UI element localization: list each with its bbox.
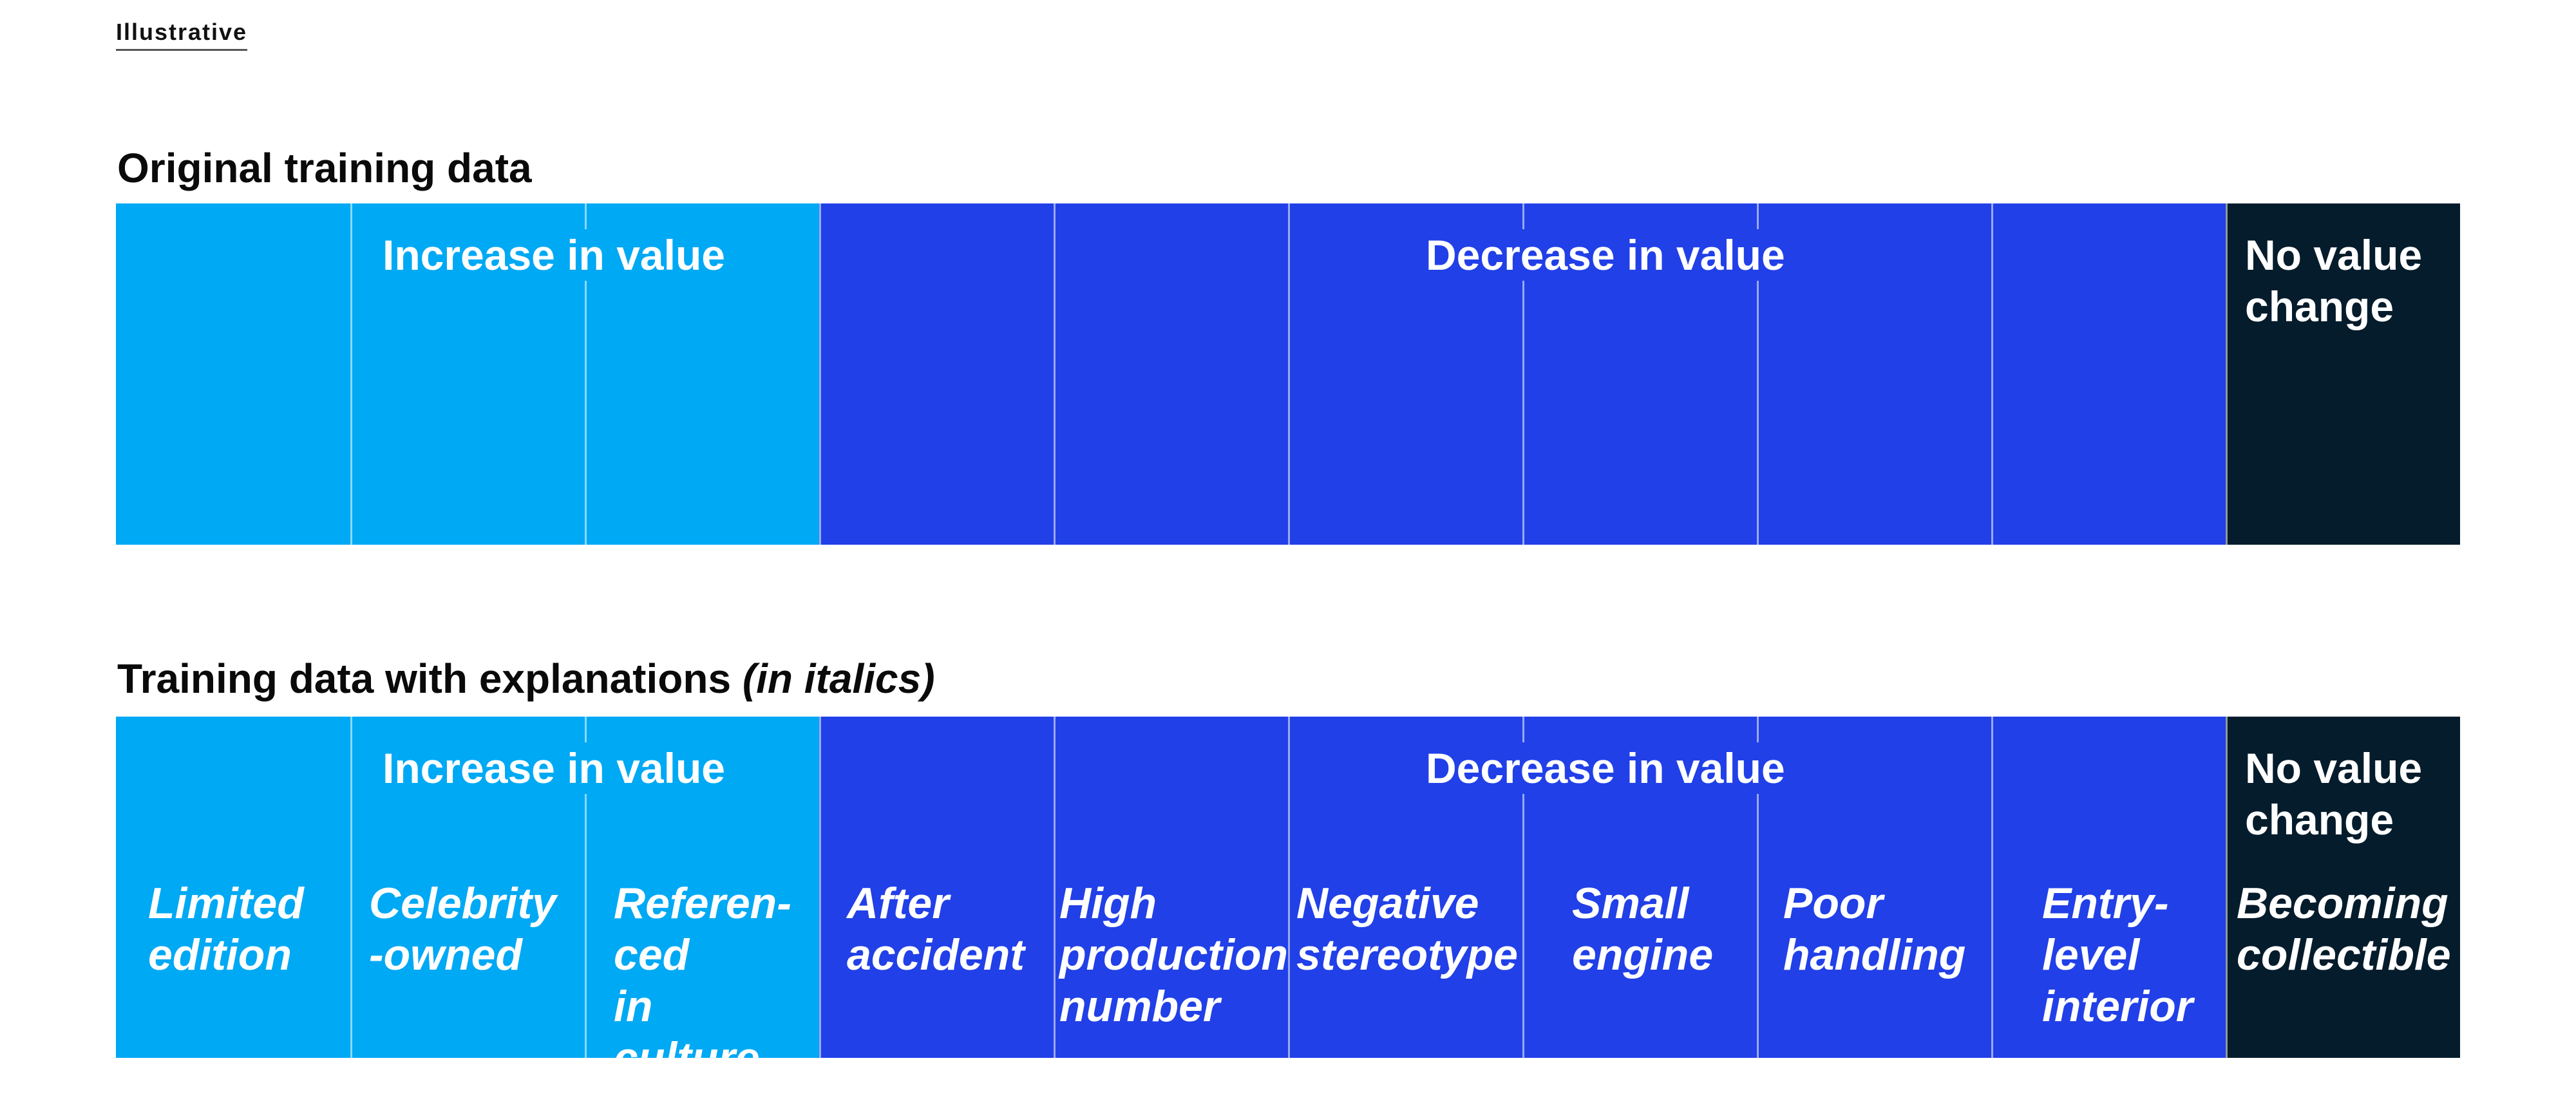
cell-increase — [116, 203, 350, 545]
illustrative-tag: Illustrative — [116, 19, 248, 51]
cell-decrease: Entry- level interior — [1991, 717, 2226, 1058]
explanation-label: Limited edition — [148, 879, 304, 979]
cell-decrease — [1757, 203, 1991, 545]
group-label-decrease: Decrease in value — [1417, 229, 1794, 281]
cell-decrease: After accident — [819, 717, 1054, 1058]
cell-decrease — [1054, 203, 1288, 545]
cell-decrease — [819, 203, 1054, 545]
cell-no-change — [2226, 203, 2460, 545]
explanation-label: Celebrity -owned — [369, 879, 556, 979]
section-title-text: Training data with explanations — [117, 655, 743, 702]
explanation-label: After accident — [847, 879, 1025, 979]
cell-increase: Limited edition — [116, 717, 350, 1058]
cell-decrease — [1991, 203, 2226, 545]
group-label-no-change: No value change — [2245, 231, 2423, 330]
group-label-increase: Increase in value — [374, 742, 734, 794]
explanation-label: Entry- level interior — [2042, 879, 2193, 1031]
explanation-label: Referen- ced in culture — [614, 879, 791, 1082]
cell-decrease: High production number — [1054, 717, 1288, 1058]
cell-decrease: Poor handling — [1757, 717, 1991, 1058]
section-title-explanations: Training data with explanations (in ital… — [117, 655, 935, 702]
explanation-label: Small engine — [1572, 879, 1714, 979]
explanation-label: Poor handling — [1783, 879, 1966, 979]
group-label-increase: Increase in value — [374, 229, 734, 281]
group-label-no-change: No value change — [2245, 744, 2423, 843]
explanation-label: Becoming collectible — [2237, 879, 2451, 979]
cell-no-change: Becoming collectible — [2226, 717, 2460, 1058]
explanation-label: High production number — [1059, 879, 1289, 1031]
section-title-original: Original training data — [117, 145, 532, 191]
explanation-label: Negative stereotype — [1296, 879, 1518, 979]
category-strip-original: Increase in value Decrease in value No v… — [116, 203, 2460, 545]
section-title-italic: (in italics) — [742, 655, 935, 702]
group-label-decrease: Decrease in value — [1417, 742, 1794, 794]
category-strip-explanations: Limited edition Celebrity -owned Referen… — [116, 717, 2460, 1082]
section-title-text: Original training data — [117, 145, 532, 191]
